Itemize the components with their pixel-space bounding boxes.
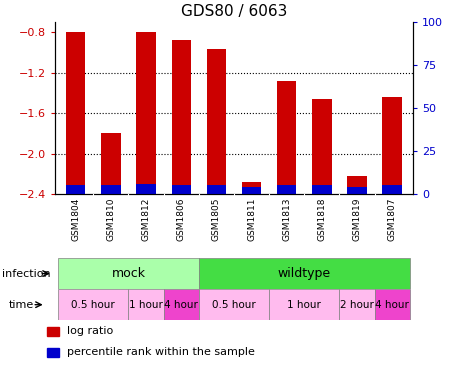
Bar (58, 258, 199, 289)
Bar (163, 289, 199, 320)
Bar (128, 289, 163, 320)
Bar (101, 185, 121, 194)
Text: GSM1806: GSM1806 (177, 197, 186, 241)
Bar (277, 185, 296, 194)
Text: GSM1807: GSM1807 (388, 197, 397, 241)
Bar (269, 289, 340, 320)
Text: infection: infection (2, 269, 51, 279)
Bar (66, 32, 86, 194)
Bar (136, 184, 156, 194)
Text: GSM1804: GSM1804 (71, 197, 80, 240)
Bar (340, 289, 375, 320)
Bar (242, 182, 261, 194)
Text: GSM1813: GSM1813 (282, 197, 291, 241)
Bar (58, 289, 128, 320)
Text: 0.5 hour: 0.5 hour (71, 300, 115, 310)
Text: percentile rank within the sample: percentile rank within the sample (67, 347, 255, 358)
Bar (277, 81, 296, 194)
Text: 4 hour: 4 hour (375, 300, 409, 310)
Bar (171, 185, 191, 194)
Bar (312, 99, 332, 194)
Bar (207, 185, 226, 194)
Bar (382, 185, 402, 194)
Text: mock: mock (112, 267, 145, 280)
Bar (312, 185, 332, 194)
Bar (207, 49, 226, 194)
Text: GSM1812: GSM1812 (142, 197, 151, 240)
Text: 2 hour: 2 hour (340, 300, 374, 310)
Bar (199, 289, 269, 320)
Bar (199, 258, 410, 289)
Bar (47, 348, 59, 357)
Bar (375, 289, 410, 320)
Bar (242, 187, 261, 194)
Text: 4 hour: 4 hour (164, 300, 198, 310)
Text: GSM1810: GSM1810 (106, 197, 115, 241)
Bar (136, 32, 156, 194)
Title: GDS80 / 6063: GDS80 / 6063 (181, 4, 287, 19)
Text: GSM1805: GSM1805 (212, 197, 221, 241)
Text: 0.5 hour: 0.5 hour (212, 300, 256, 310)
Bar (47, 326, 59, 336)
Bar (347, 176, 367, 194)
Text: time: time (9, 300, 34, 310)
Text: wildtype: wildtype (278, 267, 331, 280)
Text: log ratio: log ratio (67, 326, 114, 336)
Text: GSM1819: GSM1819 (352, 197, 361, 241)
Text: GSM1818: GSM1818 (317, 197, 326, 241)
Bar (347, 187, 367, 194)
Text: 1 hour: 1 hour (129, 300, 163, 310)
Bar (171, 40, 191, 194)
Text: 1 hour: 1 hour (287, 300, 321, 310)
Bar (66, 185, 86, 194)
Bar (101, 133, 121, 194)
Bar (382, 97, 402, 194)
Text: GSM1811: GSM1811 (247, 197, 256, 241)
